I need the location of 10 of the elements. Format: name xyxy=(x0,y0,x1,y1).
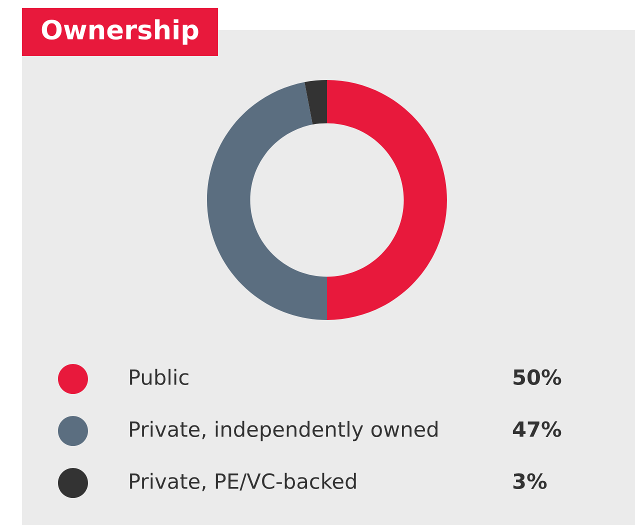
legend-label: Private, PE/VC-backed xyxy=(130,472,356,492)
donut-slice xyxy=(207,82,327,320)
legend-label: Public xyxy=(130,368,188,386)
donut-slice xyxy=(304,80,327,125)
data-label: 47% xyxy=(512,421,562,438)
data-label: 50% xyxy=(514,369,562,386)
chart-title: Ownership xyxy=(42,19,198,45)
data-label: 3% xyxy=(513,473,547,490)
legend-label: Private, independently owned xyxy=(130,420,438,442)
donut-slice xyxy=(327,80,447,320)
